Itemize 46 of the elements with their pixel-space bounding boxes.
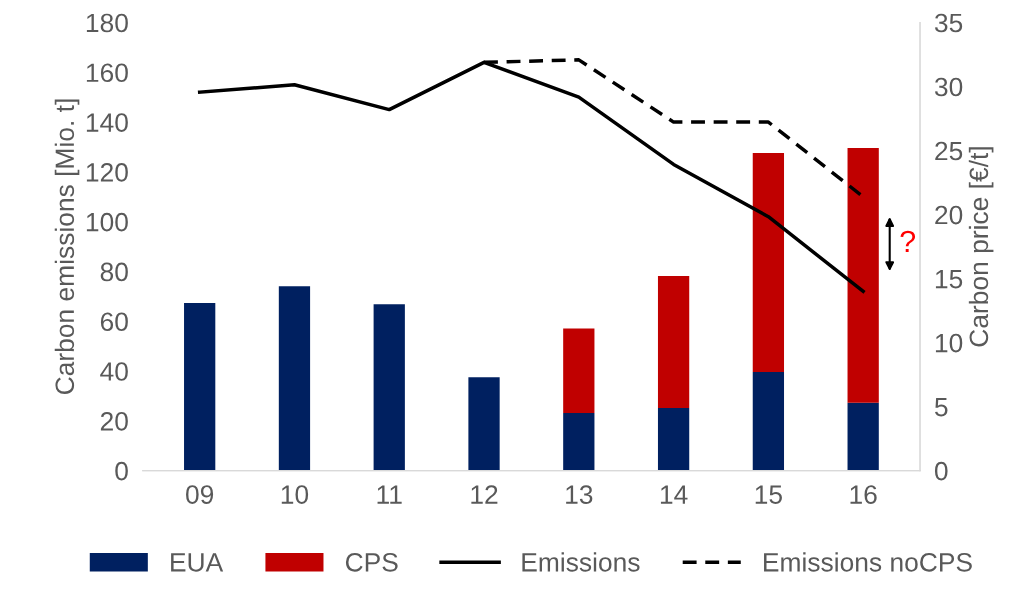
bar: [563, 413, 595, 471]
x-tick-label: 09: [186, 485, 214, 504]
y-tick-label: 40: [100, 362, 128, 381]
bar: [468, 377, 500, 471]
bar: [847, 402, 879, 471]
bar: [563, 328, 595, 414]
y-tick-label: 180: [86, 13, 128, 33]
x-tick-label: 12: [471, 485, 498, 504]
y-tick-label: 20: [100, 411, 128, 431]
y-tick-label: 140: [86, 113, 128, 132]
bar: [184, 302, 216, 471]
x-tick-label: 14: [660, 485, 688, 504]
legend-label: Emissions: [522, 552, 640, 572]
y2-tick-label: 10: [935, 333, 963, 353]
y2-tick-label: 5: [934, 398, 948, 417]
annotation: ?: [900, 230, 916, 252]
y-tick-label: 100: [86, 212, 128, 232]
y2-axis-title: Carbon price [€/t]: [968, 147, 994, 347]
y2-tick-label: 20: [935, 205, 963, 225]
x-tick-label: 10: [281, 485, 309, 504]
y2-tick-label: 35: [934, 13, 963, 33]
y-tick-label: 120: [86, 163, 128, 182]
bar: [278, 286, 311, 471]
legend-label: Emissions noCPS: [764, 552, 972, 572]
bar: [373, 304, 405, 471]
legend-label: EUA: [171, 553, 224, 572]
line-series: [197, 60, 865, 294]
y-tick-label: 0: [115, 461, 128, 481]
x-tick-label: 13: [566, 485, 593, 504]
y-tick-label: 80: [100, 262, 128, 282]
y-tick-label: 160: [86, 63, 128, 83]
y2-tick-label: 30: [934, 77, 963, 97]
bar: [752, 372, 785, 471]
bar: [657, 276, 690, 408]
bar: [752, 153, 785, 373]
y2-tick-label: 0: [934, 461, 948, 481]
x-tick-label: 11: [377, 485, 402, 504]
x-tick-label: 15: [755, 485, 782, 504]
y-tick-label: 60: [100, 312, 128, 332]
x-tick-label: 16: [850, 485, 877, 504]
y-axis-title: Carbon emissions [Mio. t]: [54, 99, 80, 395]
y2-tick-label: 15: [935, 269, 963, 289]
bar: [847, 147, 879, 403]
y2-tick-label: 25: [935, 141, 963, 161]
bar: [657, 407, 690, 471]
legend-label: CPS: [345, 552, 398, 572]
